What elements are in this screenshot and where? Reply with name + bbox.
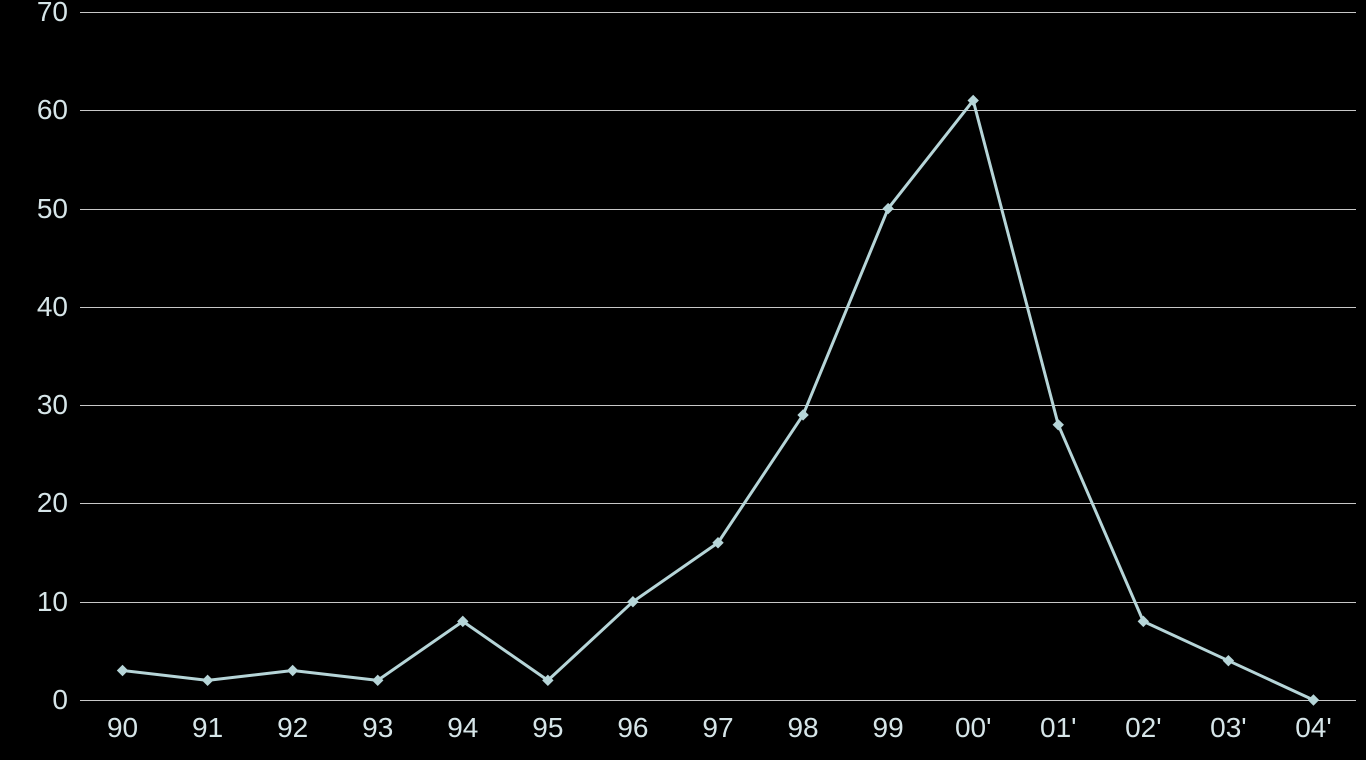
x-tick-label: 98 [787, 712, 818, 744]
data-marker [1138, 616, 1148, 626]
x-tick-label: 94 [447, 712, 478, 744]
data-marker [1053, 420, 1063, 430]
line-chart: 0 10 20 30 40 50 60 70 90 91 92 93 94 95 96 97 98 99 00' 01… [0, 0, 1366, 760]
x-tick-label: 93 [362, 712, 393, 744]
line-series [80, 12, 1356, 700]
x-tick-label: 95 [532, 712, 563, 744]
x-tick-label: 03' [1210, 712, 1247, 744]
y-tick-label: 40 [0, 291, 68, 323]
data-marker [1223, 656, 1233, 666]
x-tick-label: 97 [702, 712, 733, 744]
x-tick-label: 01' [1040, 712, 1077, 744]
y-tick-label: 70 [0, 0, 68, 28]
series-line [123, 100, 1314, 700]
y-tick-label: 20 [0, 487, 68, 519]
data-marker [1308, 695, 1318, 705]
gridline [80, 700, 1356, 701]
x-tick-label: 91 [192, 712, 223, 744]
y-tick-label: 60 [0, 94, 68, 126]
x-tick-label: 02' [1125, 712, 1162, 744]
x-tick-label: 99 [873, 712, 904, 744]
data-marker [288, 666, 298, 676]
y-tick-label: 50 [0, 193, 68, 225]
y-tick-label: 0 [0, 684, 68, 716]
x-tick-label: 04' [1295, 712, 1332, 744]
data-marker [118, 666, 128, 676]
x-tick-label: 90 [107, 712, 138, 744]
x-tick-label: 96 [617, 712, 648, 744]
y-tick-label: 30 [0, 389, 68, 421]
plot-area [80, 12, 1356, 700]
data-marker [203, 675, 213, 685]
x-tick-label: 00' [955, 712, 992, 744]
x-tick-label: 92 [277, 712, 308, 744]
y-tick-label: 10 [0, 586, 68, 618]
